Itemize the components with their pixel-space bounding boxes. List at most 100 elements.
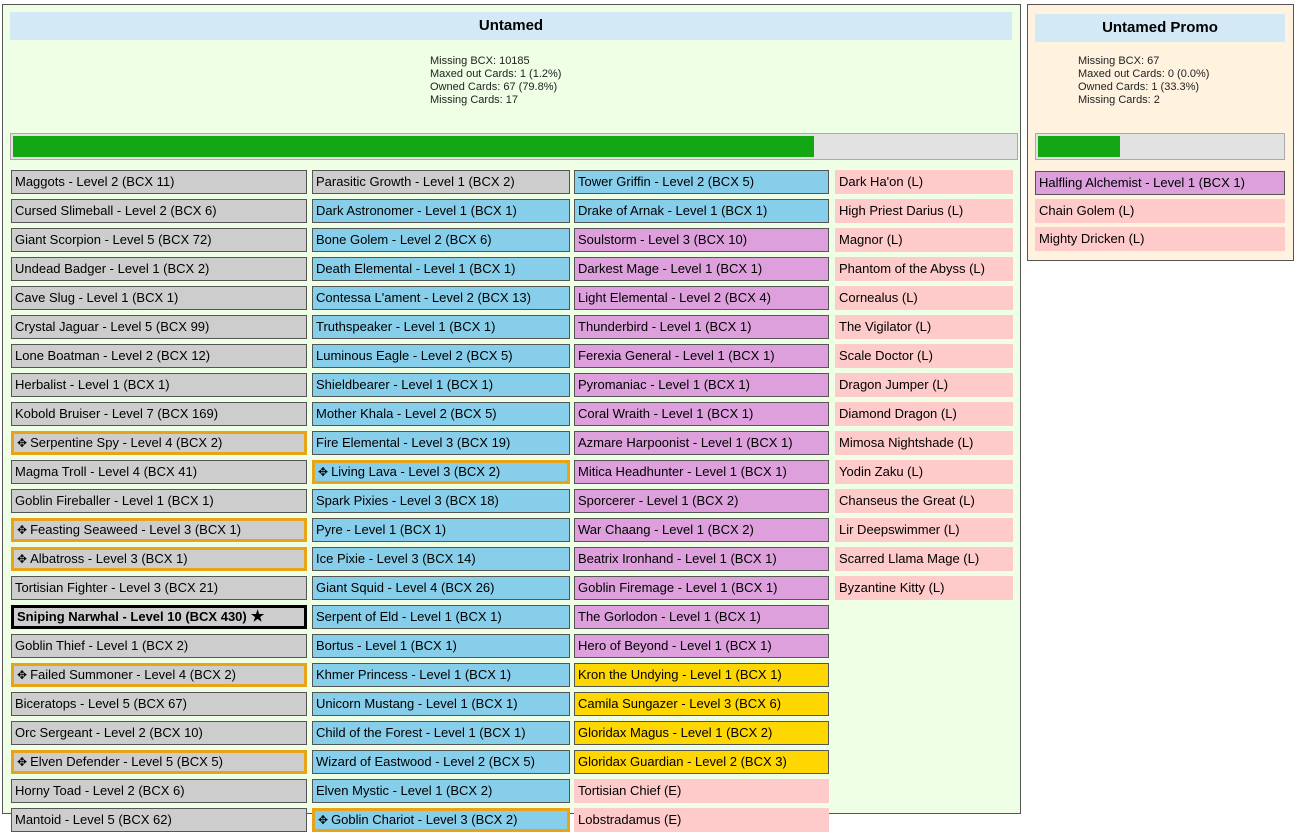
card-item[interactable]: ✥ Feasting Seaweed - Level 3 (BCX 1) <box>11 518 307 542</box>
card-item[interactable]: High Priest Darius (L) <box>835 199 1013 223</box>
card-item[interactable]: Hero of Beyond - Level 1 (BCX 1) <box>574 634 829 658</box>
card-item[interactable]: Dragon Jumper (L) <box>835 373 1013 397</box>
card-item[interactable]: Kobold Bruiser - Level 7 (BCX 169) <box>11 402 307 426</box>
card-item[interactable]: Dark Ha'on (L) <box>835 170 1013 194</box>
card-item[interactable]: Truthspeaker - Level 1 (BCX 1) <box>312 315 570 339</box>
puzzle-star-icon: ✥ <box>17 436 28 450</box>
card-item[interactable]: Light Elemental - Level 2 (BCX 4) <box>574 286 829 310</box>
card-item[interactable]: Wizard of Eastwood - Level 2 (BCX 5) <box>312 750 570 774</box>
card-item[interactable]: Yodin Zaku (L) <box>835 460 1013 484</box>
card-item[interactable]: Biceratops - Level 5 (BCX 67) <box>11 692 307 716</box>
card-item[interactable]: Scarred Llama Mage (L) <box>835 547 1013 571</box>
card-item[interactable]: Serpent of Eld - Level 1 (BCX 1) <box>312 605 570 629</box>
card-item[interactable]: Orc Sergeant - Level 2 (BCX 10) <box>11 721 307 745</box>
card-label: Horny Toad - Level 2 (BCX 6) <box>15 783 185 798</box>
card-item[interactable]: Darkest Mage - Level 1 (BCX 1) <box>574 257 829 281</box>
card-label: Tower Griffin - Level 2 (BCX 5) <box>578 174 755 189</box>
promo-card-item[interactable]: Mighty Dricken (L) <box>1035 227 1285 251</box>
card-item[interactable]: Cornealus (L) <box>835 286 1013 310</box>
card-item[interactable]: Ice Pixie - Level 3 (BCX 14) <box>312 547 570 571</box>
card-item[interactable]: Byzantine Kitty (L) <box>835 576 1013 600</box>
card-label: Goblin Fireballer - Level 1 (BCX 1) <box>15 493 214 508</box>
card-label: Goblin Thief - Level 1 (BCX 2) <box>15 638 189 653</box>
card-item[interactable]: Soulstorm - Level 3 (BCX 10) <box>574 228 829 252</box>
card-item[interactable]: ✥ Albatross - Level 3 (BCX 1) <box>11 547 307 571</box>
card-item[interactable]: Spark Pixies - Level 3 (BCX 18) <box>312 489 570 513</box>
promo-stat-missing-cards: Missing Cards: 2 <box>1078 94 1160 106</box>
card-item[interactable]: ✥ Goblin Chariot - Level 3 (BCX 2) <box>312 808 570 832</box>
card-item[interactable]: Gloridax Guardian - Level 2 (BCX 3) <box>574 750 829 774</box>
card-item[interactable]: Scale Doctor (L) <box>835 344 1013 368</box>
card-item[interactable]: Gloridax Magus - Level 1 (BCX 2) <box>574 721 829 745</box>
card-item[interactable]: Lone Boatman - Level 2 (BCX 12) <box>11 344 307 368</box>
card-item[interactable]: Giant Scorpion - Level 5 (BCX 72) <box>11 228 307 252</box>
card-item[interactable]: Azmare Harpoonist - Level 1 (BCX 1) <box>574 431 829 455</box>
card-item[interactable]: Coral Wraith - Level 1 (BCX 1) <box>574 402 829 426</box>
card-item[interactable]: Luminous Eagle - Level 2 (BCX 5) <box>312 344 570 368</box>
card-item[interactable]: Contessa L'ament - Level 2 (BCX 13) <box>312 286 570 310</box>
card-item[interactable]: Fire Elemental - Level 3 (BCX 19) <box>312 431 570 455</box>
card-label: Goblin Firemage - Level 1 (BCX 1) <box>578 580 778 595</box>
card-item[interactable]: Camila Sungazer - Level 3 (BCX 6) <box>574 692 829 716</box>
card-item[interactable]: Tortisian Chief (E) <box>574 779 829 803</box>
card-item[interactable]: Child of the Forest - Level 1 (BCX 1) <box>312 721 570 745</box>
card-item[interactable]: Lobstradamus (E) <box>574 808 829 832</box>
card-item[interactable]: Magnor (L) <box>835 228 1013 252</box>
card-item[interactable]: Phantom of the Abyss (L) <box>835 257 1013 281</box>
card-item[interactable]: Dark Astronomer - Level 1 (BCX 1) <box>312 199 570 223</box>
card-item[interactable]: Magma Troll - Level 4 (BCX 41) <box>11 460 307 484</box>
card-label: Living Lava - Level 3 (BCX 2) <box>331 464 501 479</box>
card-item[interactable]: Tower Griffin - Level 2 (BCX 5) <box>574 170 829 194</box>
card-item[interactable]: Lir Deepswimmer (L) <box>835 518 1013 542</box>
card-item[interactable]: ✥ Failed Summoner - Level 4 (BCX 2) <box>11 663 307 687</box>
card-item[interactable]: Sniping Narwhal - Level 10 (BCX 430) ★ <box>11 605 307 629</box>
card-item[interactable]: Pyre - Level 1 (BCX 1) <box>312 518 570 542</box>
card-item[interactable]: Goblin Thief - Level 1 (BCX 2) <box>11 634 307 658</box>
card-item[interactable]: Mother Khala - Level 2 (BCX 5) <box>312 402 570 426</box>
card-item[interactable]: Goblin Firemage - Level 1 (BCX 1) <box>574 576 829 600</box>
card-item[interactable]: Mitica Headhunter - Level 1 (BCX 1) <box>574 460 829 484</box>
card-item[interactable]: ✥ Serpentine Spy - Level 4 (BCX 2) <box>11 431 307 455</box>
card-item[interactable]: Giant Squid - Level 4 (BCX 26) <box>312 576 570 600</box>
promo-stat-maxed-cards: Maxed out Cards: 0 (0.0%) <box>1078 68 1210 80</box>
card-item[interactable]: Khmer Princess - Level 1 (BCX 1) <box>312 663 570 687</box>
card-item[interactable]: Beatrix Ironhand - Level 1 (BCX 1) <box>574 547 829 571</box>
card-item[interactable]: Chanseus the Great (L) <box>835 489 1013 513</box>
card-item[interactable]: Goblin Fireballer - Level 1 (BCX 1) <box>11 489 307 513</box>
card-item[interactable]: Mimosa Nightshade (L) <box>835 431 1013 455</box>
card-item[interactable]: Herbalist - Level 1 (BCX 1) <box>11 373 307 397</box>
card-label: Tortisian Chief (E) <box>578 783 682 798</box>
card-item[interactable]: Kron the Undying - Level 1 (BCX 1) <box>574 663 829 687</box>
card-item[interactable]: Maggots - Level 2 (BCX 11) <box>11 170 307 194</box>
card-label: Dark Astronomer - Level 1 (BCX 1) <box>316 203 517 218</box>
promo-card-item[interactable]: Halfling Alchemist - Level 1 (BCX 1) <box>1035 171 1285 195</box>
card-item[interactable]: Tortisian Fighter - Level 3 (BCX 21) <box>11 576 307 600</box>
card-item[interactable]: Pyromaniac - Level 1 (BCX 1) <box>574 373 829 397</box>
card-item[interactable]: The Vigilator (L) <box>835 315 1013 339</box>
card-item[interactable]: Shieldbearer - Level 1 (BCX 1) <box>312 373 570 397</box>
card-item[interactable]: Diamond Dragon (L) <box>835 402 1013 426</box>
untamed-title: Untamed <box>10 12 1012 40</box>
card-item[interactable]: Drake of Arnak - Level 1 (BCX 1) <box>574 199 829 223</box>
card-item[interactable]: ✥ Living Lava - Level 3 (BCX 2) <box>312 460 570 484</box>
promo-card-item[interactable]: Chain Golem (L) <box>1035 199 1285 223</box>
card-item[interactable]: Crystal Jaguar - Level 5 (BCX 99) <box>11 315 307 339</box>
card-item[interactable]: War Chaang - Level 1 (BCX 2) <box>574 518 829 542</box>
card-item[interactable]: The Gorlodon - Level 1 (BCX 1) <box>574 605 829 629</box>
card-item[interactable]: Cave Slug - Level 1 (BCX 1) <box>11 286 307 310</box>
card-item[interactable]: Elven Mystic - Level 1 (BCX 2) <box>312 779 570 803</box>
card-item[interactable]: Bone Golem - Level 2 (BCX 6) <box>312 228 570 252</box>
card-item[interactable]: Unicorn Mustang - Level 1 (BCX 1) <box>312 692 570 716</box>
card-item[interactable]: Horny Toad - Level 2 (BCX 6) <box>11 779 307 803</box>
card-item[interactable]: ✥ Elven Defender - Level 5 (BCX 5) <box>11 750 307 774</box>
card-item[interactable]: Thunderbird - Level 1 (BCX 1) <box>574 315 829 339</box>
card-item[interactable]: Cursed Slimeball - Level 2 (BCX 6) <box>11 199 307 223</box>
card-item[interactable]: Sporcerer - Level 1 (BCX 2) <box>574 489 829 513</box>
card-item[interactable]: Parasitic Growth - Level 1 (BCX 2) <box>312 170 570 194</box>
card-item[interactable]: Bortus - Level 1 (BCX 1) <box>312 634 570 658</box>
card-item[interactable]: Ferexia General - Level 1 (BCX 1) <box>574 344 829 368</box>
card-item[interactable]: Undead Badger - Level 1 (BCX 2) <box>11 257 307 281</box>
card-label: Halfling Alchemist - Level 1 (BCX 1) <box>1039 175 1245 190</box>
card-item[interactable]: Death Elemental - Level 1 (BCX 1) <box>312 257 570 281</box>
card-item[interactable]: Mantoid - Level 5 (BCX 62) <box>11 808 307 832</box>
